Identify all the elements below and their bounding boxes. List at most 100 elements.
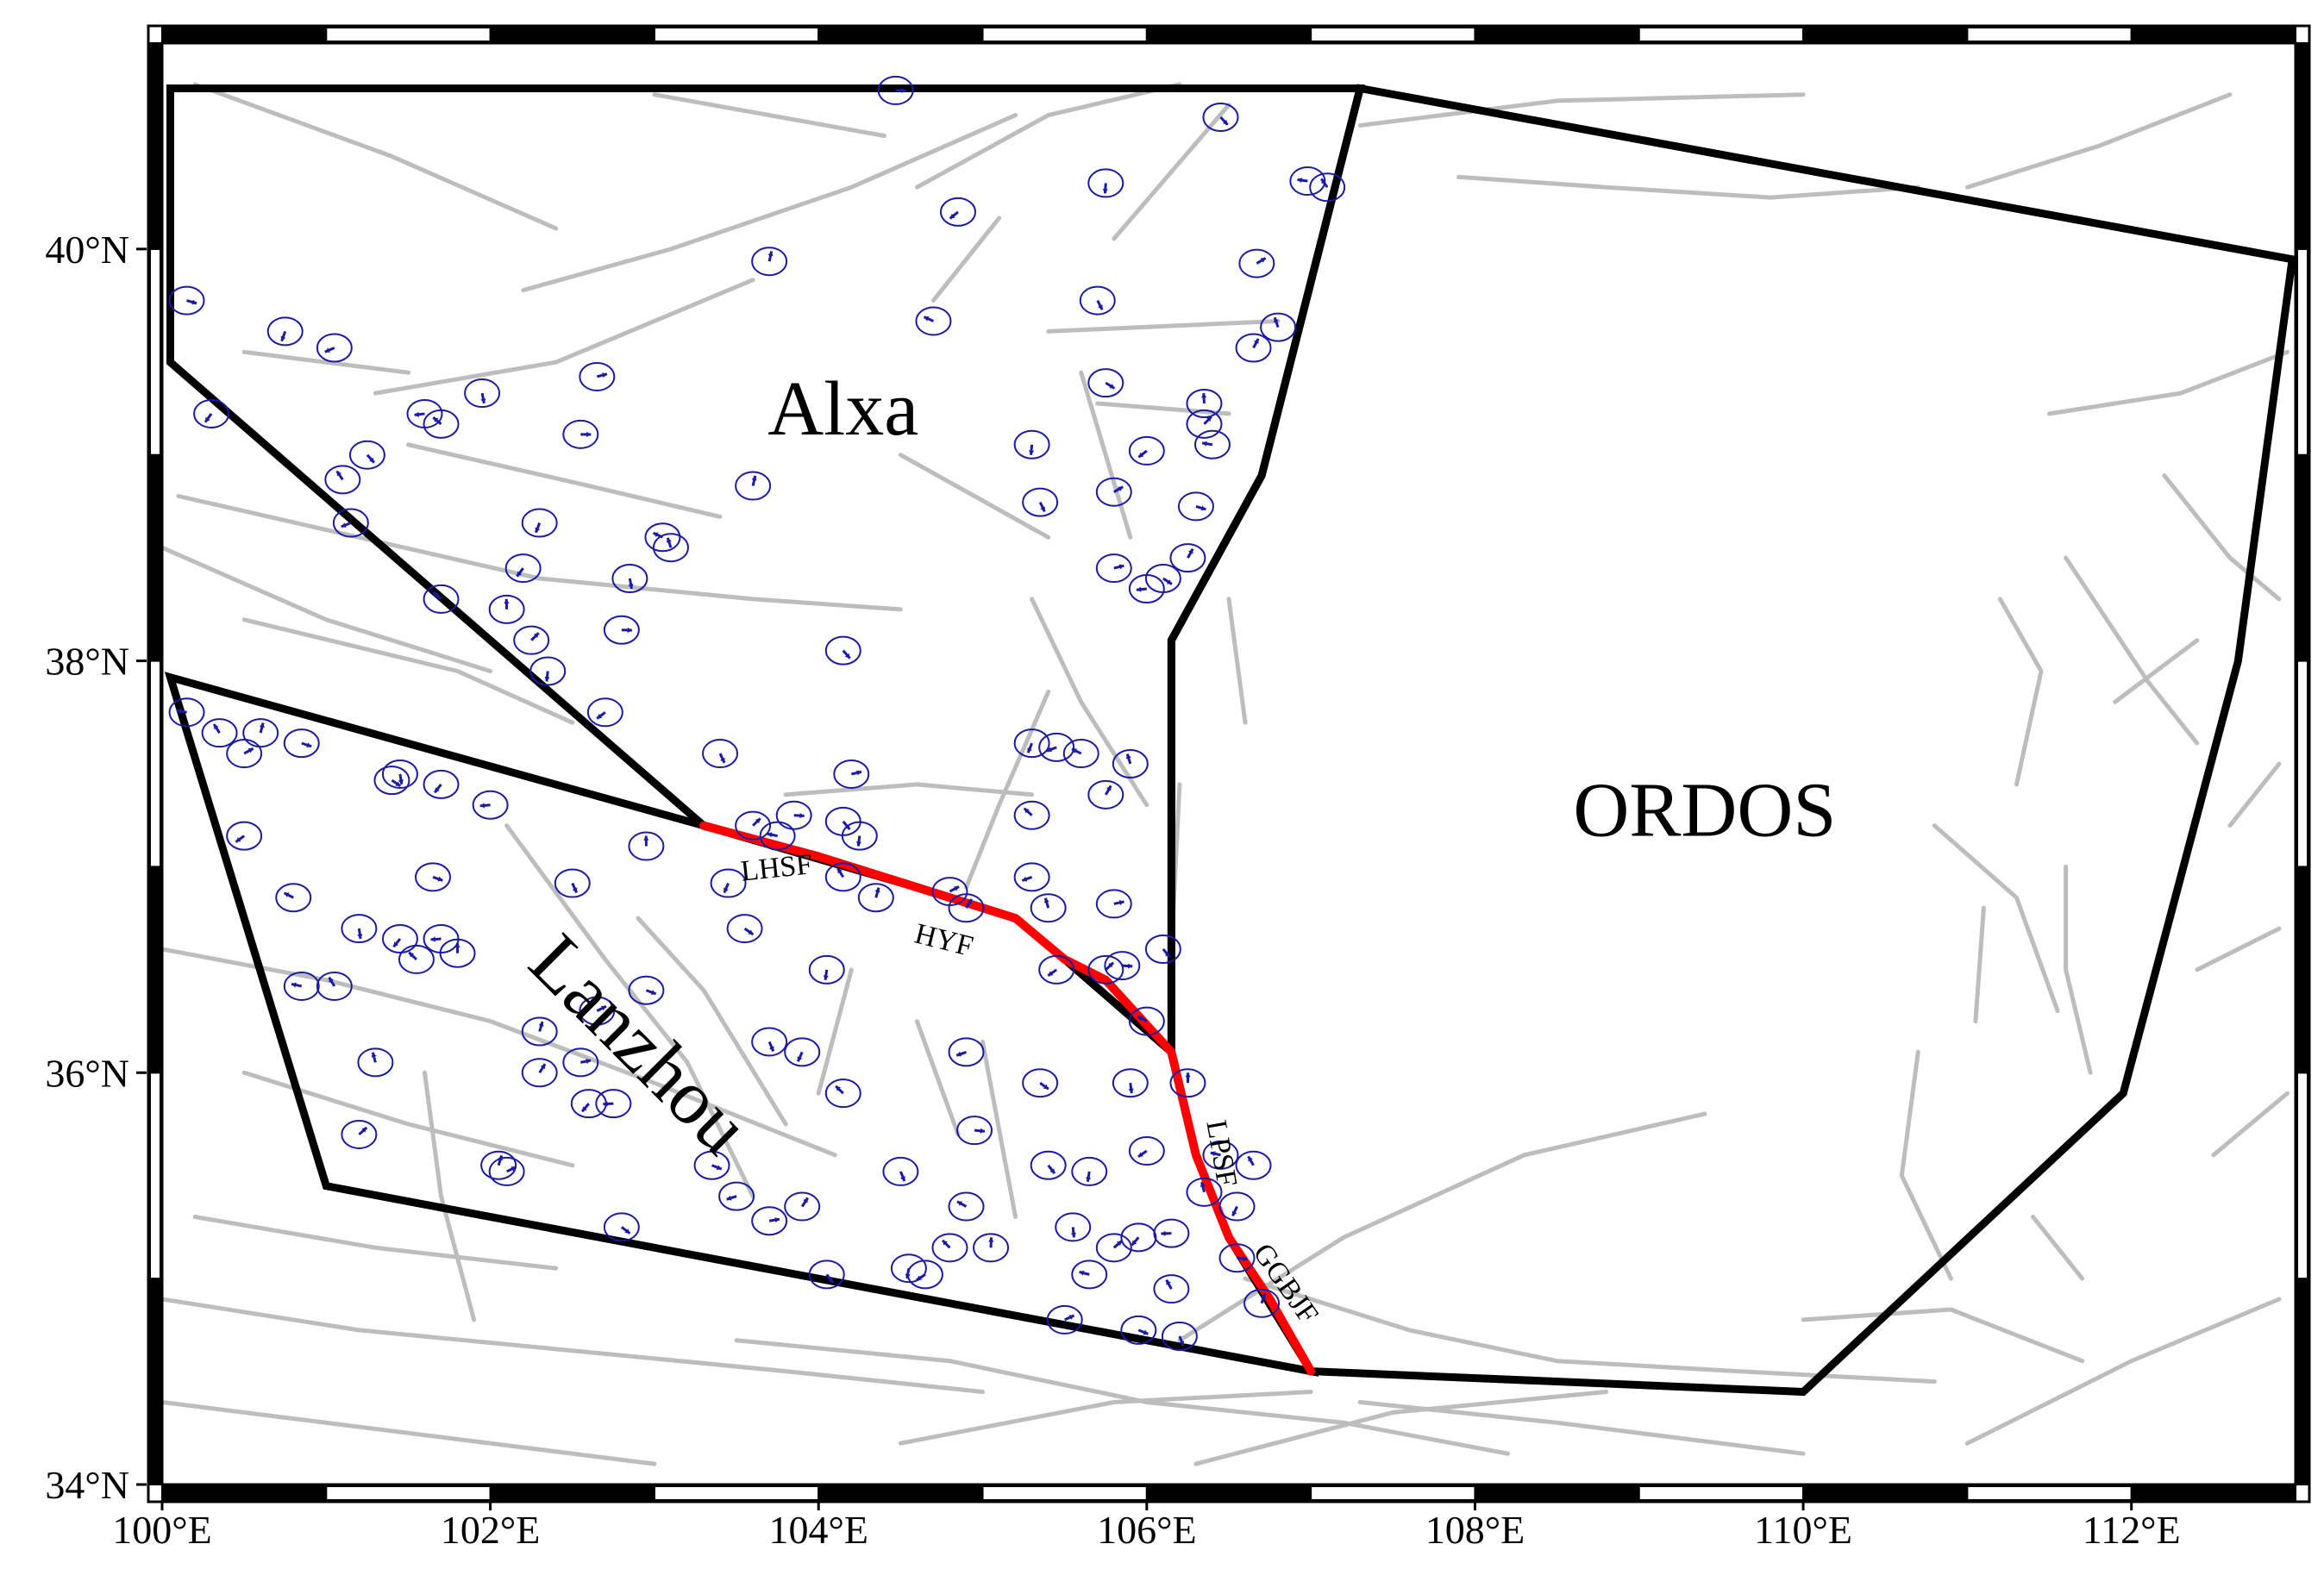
station-arrow-head xyxy=(628,628,632,633)
gps-station xyxy=(785,1193,819,1221)
frame-scale-segment xyxy=(655,1486,818,1500)
gps-station xyxy=(424,585,459,613)
frame-scale-segment xyxy=(818,28,982,41)
fault-line xyxy=(917,1022,958,1135)
station-arrow-head xyxy=(480,803,485,808)
gps-station xyxy=(490,596,524,623)
gps-station xyxy=(481,1152,516,1179)
gps-station xyxy=(1154,1220,1188,1247)
gps-station xyxy=(1088,781,1123,809)
fault-line xyxy=(1032,599,1147,805)
gps-station xyxy=(350,441,385,469)
fault-line xyxy=(1901,1052,1951,1278)
gps-station xyxy=(604,616,639,644)
lon-tick-label: 100°E xyxy=(112,1508,212,1552)
gps-station xyxy=(1039,956,1074,984)
fault-line xyxy=(983,1042,1016,1217)
station-arrow-head xyxy=(1103,189,1108,193)
frame-scale-segment xyxy=(1639,28,1803,41)
gps-station xyxy=(1195,431,1230,459)
gps-station xyxy=(1310,173,1344,201)
station-arrow-head xyxy=(504,599,509,603)
gps-station xyxy=(1113,1069,1148,1097)
frame-scale-segment xyxy=(1311,28,1475,41)
frame-scale-segment xyxy=(150,866,160,1072)
fault-line xyxy=(1934,826,2058,1011)
lon-tick-label: 108°E xyxy=(1425,1508,1525,1552)
frame-scale-segment xyxy=(150,1278,160,1485)
gps-station xyxy=(752,247,786,275)
gps-station xyxy=(629,833,663,860)
gps-station xyxy=(334,509,368,537)
lat-tick-label: 40°N xyxy=(45,228,129,272)
fault-line xyxy=(409,445,721,517)
gps-station xyxy=(325,466,360,493)
station-arrow-head xyxy=(1071,1233,1076,1237)
gps-station xyxy=(604,1213,639,1241)
gps-station xyxy=(654,534,688,561)
gps-station xyxy=(1130,437,1164,465)
gps-station xyxy=(1261,314,1295,341)
gps-station xyxy=(810,956,844,984)
fault-line xyxy=(2066,866,2091,1072)
frame-scale-segment xyxy=(1967,1486,2131,1500)
boundary-fault-trace xyxy=(704,826,1311,1372)
boundary-fault-layer xyxy=(704,826,1311,1372)
fault-line xyxy=(162,1403,655,1465)
gps-station xyxy=(1023,489,1057,516)
lon-tick-label: 110°E xyxy=(1754,1508,1852,1552)
gps-station xyxy=(441,940,475,967)
frame-scale-segment xyxy=(2297,661,2308,867)
gps-station xyxy=(523,509,557,537)
lon-tick-label: 106°E xyxy=(1097,1508,1197,1552)
station-arrow-head xyxy=(544,677,549,681)
lat-tick-label: 36°N xyxy=(45,1051,129,1095)
gps-station xyxy=(523,1059,557,1086)
station-arrow-head xyxy=(1029,450,1034,454)
gps-station xyxy=(285,729,319,757)
gps-station xyxy=(341,915,376,942)
gps-station xyxy=(1015,863,1049,891)
gps-station xyxy=(1088,369,1123,397)
gps-station xyxy=(490,1158,524,1185)
fault-line xyxy=(162,1299,983,1392)
gps-station xyxy=(1170,544,1205,572)
fault-line xyxy=(933,218,999,301)
block-boundary-lanzhou xyxy=(171,678,1312,1372)
gps-station xyxy=(826,637,861,665)
gps-station xyxy=(317,334,352,362)
station-arrow-head xyxy=(1185,1072,1190,1077)
block-label-alxa: Alxa xyxy=(767,366,918,452)
gps-station xyxy=(506,554,541,582)
frame-scale-segment xyxy=(2297,1278,2308,1485)
fault-line xyxy=(244,352,408,372)
fault-line xyxy=(425,1072,474,1320)
gps-station xyxy=(1097,554,1131,582)
gps-station xyxy=(1056,1213,1090,1241)
gps-station xyxy=(579,363,614,391)
gps-station xyxy=(834,760,868,788)
gps-station xyxy=(1203,103,1237,131)
fault-line xyxy=(195,84,556,228)
station-arrow-head xyxy=(431,936,435,941)
fault-line xyxy=(179,497,900,609)
station-arrow-head xyxy=(1161,1231,1165,1236)
gps-station xyxy=(1072,1260,1106,1288)
gps-station xyxy=(530,658,565,685)
fault-line xyxy=(1196,1392,1607,1465)
station-arrow-head xyxy=(586,432,591,437)
gps-station xyxy=(1015,431,1049,459)
gps-station xyxy=(227,822,261,850)
gps-station xyxy=(399,946,434,973)
block-boundary-ordos xyxy=(1171,89,2292,1392)
frame-scale-segment xyxy=(2132,28,2296,41)
gps-station xyxy=(785,1038,819,1066)
frame-scale-segment xyxy=(655,28,818,41)
station-error-ellipse xyxy=(859,884,893,911)
gps-station xyxy=(194,400,229,428)
fault-lines-layer xyxy=(162,84,2288,1464)
frame-scale-segment xyxy=(1803,1486,1967,1500)
gps-station xyxy=(941,198,975,226)
fault-line xyxy=(900,1392,1311,1444)
